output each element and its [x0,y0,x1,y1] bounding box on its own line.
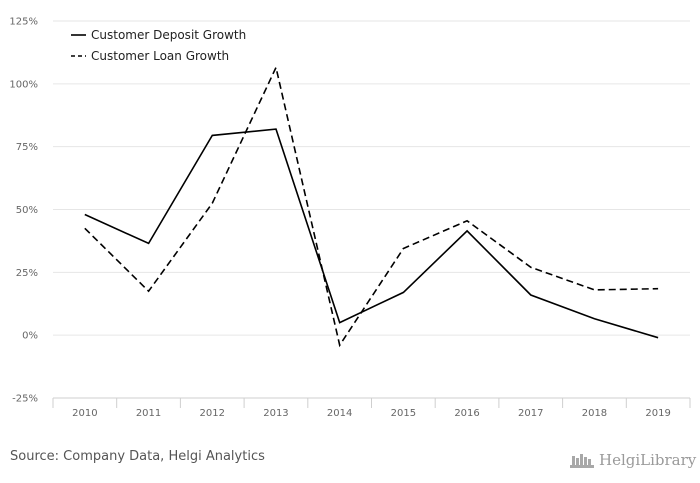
x-axis: 2010 2011 2012 2013 2014 2015 2016 2017 2018 2019 [52,397,691,419]
y-axis-tick-labels: 125% 100% 75% 50% 25% 0% -25% [9,17,38,405]
x-tick-label: 2019 [645,408,670,419]
source-note: Source: Company Data, Helgi Analytics [10,449,265,464]
x-tick-label: 2013 [263,408,288,419]
logo-text: HelgiLibrary [599,451,697,469]
y-tick-label: 25% [16,268,38,279]
library-icon [570,454,594,468]
series-line-customer-loan-growth [84,65,659,348]
x-tick-label: 2010 [72,408,97,419]
grid-lines [53,20,690,336]
y-tick-label: 50% [16,205,38,216]
x-tick-label: 2016 [454,408,479,419]
x-tick-label: 2014 [327,408,352,419]
y-tick-label: 100% [9,79,38,90]
y-tick-label: -25% [12,394,38,405]
helgi-library-logo: HelgiLibrary [569,449,696,471]
x-tick-label: 2015 [391,408,416,419]
series-line-customer-deposit-growth [84,128,659,339]
x-tick-label: 2017 [518,408,543,419]
x-tick-label: 2018 [582,408,607,419]
x-tick-label: 2011 [136,408,161,419]
legend-label: Customer Deposit Growth [91,28,246,42]
series-lines [84,65,659,348]
line-chart: 125% 100% 75% 50% 25% 0% -25% 2010 2011 2012 2013… [9,17,691,419]
legend: Customer Deposit Growth Customer Loan Gro… [71,28,246,63]
legend-label: Customer Loan Growth [91,49,229,63]
y-tick-label: 125% [9,17,38,28]
x-tick-label: 2012 [200,408,225,419]
y-tick-label: 0% [22,331,38,342]
y-tick-label: 75% [16,142,38,153]
